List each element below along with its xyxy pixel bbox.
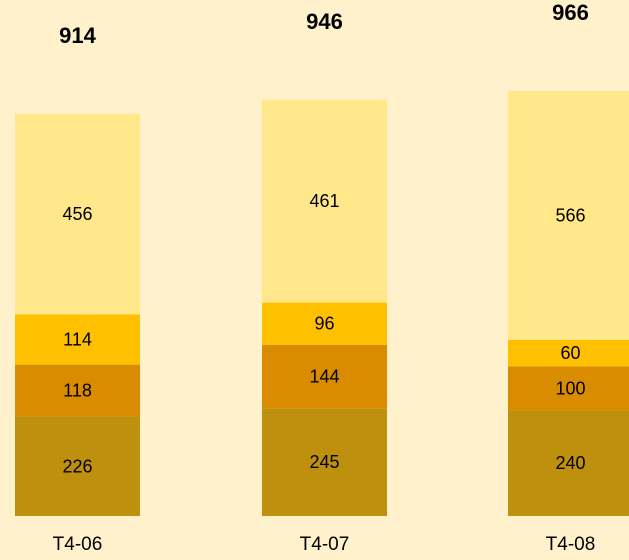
bar-segment	[262, 302, 387, 345]
bar-segment	[15, 364, 140, 417]
bar-total-label: 946	[306, 9, 343, 34]
category-label: T4-06	[53, 534, 103, 555]
segment-value-label: 96	[314, 314, 334, 334]
bar-segment	[15, 416, 140, 516]
segment-value-label: 60	[560, 343, 580, 363]
bar-segment	[262, 99, 387, 303]
segment-value-label: 114	[63, 330, 92, 350]
segment-value-label: 245	[309, 452, 339, 472]
segment-value-label: 226	[62, 456, 92, 476]
segment-value-label: 456	[62, 204, 92, 224]
segment-value-label: 100	[555, 378, 585, 398]
bar-segment	[15, 314, 140, 365]
category-label: T4-07	[300, 534, 350, 555]
bar-segment	[508, 410, 629, 516]
segment-value-label: 240	[555, 453, 585, 473]
bar-segment	[508, 366, 629, 411]
bar-stack-T4-06: 226 118 114 456	[15, 113, 140, 516]
bar-stack-T4-08: 240 100 60 566	[508, 90, 629, 516]
bar-segment	[508, 90, 629, 341]
bar-total-label: 966	[552, 0, 589, 25]
bar-segment	[508, 340, 629, 367]
bar-segment	[15, 113, 140, 315]
segment-value-label: 144	[309, 367, 339, 387]
bar-stack-T4-07: 245 144 96 461	[262, 99, 387, 516]
segment-value-label: 461	[309, 191, 339, 211]
category-label: T4-08	[546, 534, 596, 555]
bar-total-label: 914	[59, 23, 96, 48]
bar-segment	[262, 408, 387, 516]
bar-segment	[262, 344, 387, 409]
segment-value-label: 118	[63, 381, 92, 401]
segment-value-label: 566	[555, 205, 585, 225]
